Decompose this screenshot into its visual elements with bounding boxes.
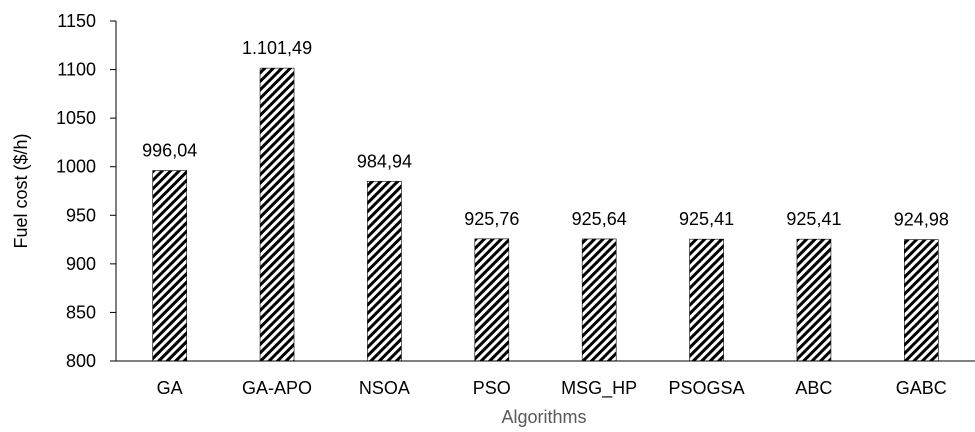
data-label: 996,04 — [142, 141, 197, 161]
bar-ga-apo — [259, 67, 295, 362]
x-tick-label: MSG_HP — [561, 378, 637, 399]
bar-abc — [796, 238, 832, 362]
y-axis-ticks: 800 850 900 950 1000 1050 1100 1150 — [56, 11, 116, 371]
bar-ga — [152, 170, 187, 362]
y-tick-label: 1000 — [56, 157, 96, 177]
x-tick-label: PSOGSA — [669, 378, 745, 398]
data-label: 925,64 — [572, 209, 627, 229]
bar-nsoa — [367, 181, 402, 362]
y-tick-label: 800 — [66, 351, 96, 371]
x-tick-label: ABC — [795, 378, 832, 398]
y-tick-label: 1150 — [57, 11, 96, 31]
bar-pso — [474, 238, 510, 362]
bars — [152, 67, 939, 362]
x-tick-label: GA-APO — [242, 378, 312, 398]
bar-gabc — [904, 239, 939, 362]
bar-msg-hp — [581, 238, 617, 362]
data-label: 984,94 — [357, 151, 412, 171]
y-tick-label: 950 — [66, 205, 96, 225]
y-tick-label: 1100 — [57, 60, 96, 80]
data-label: 1.101,49 — [242, 38, 312, 58]
y-tick-label: 850 — [66, 302, 96, 322]
x-tick-label: NSOA — [359, 378, 410, 398]
y-tick-label: 900 — [66, 254, 96, 274]
x-tick-label: GABC — [896, 378, 947, 398]
bar-psogsa — [689, 238, 724, 362]
x-tick-label: GA — [157, 378, 183, 398]
y-tick-label: 1050 — [56, 108, 96, 128]
x-axis-title: Algorithms — [501, 407, 586, 427]
x-tick-label: PSO — [473, 378, 511, 398]
data-labels: 996,04 1.101,49 984,94 925,76 925,64 925,41 92… — [142, 38, 949, 229]
data-label: 925,41 — [679, 209, 734, 229]
data-label: 925,76 — [464, 209, 519, 229]
data-label: 925,41 — [786, 209, 841, 229]
y-axis-title: Fuel cost ($/h) — [11, 133, 31, 248]
data-label: 924,98 — [894, 210, 949, 230]
x-axis-ticks: GA GA-APO NSOA PSO MSG_HP PSOGSA ABC GABC — [157, 378, 947, 399]
